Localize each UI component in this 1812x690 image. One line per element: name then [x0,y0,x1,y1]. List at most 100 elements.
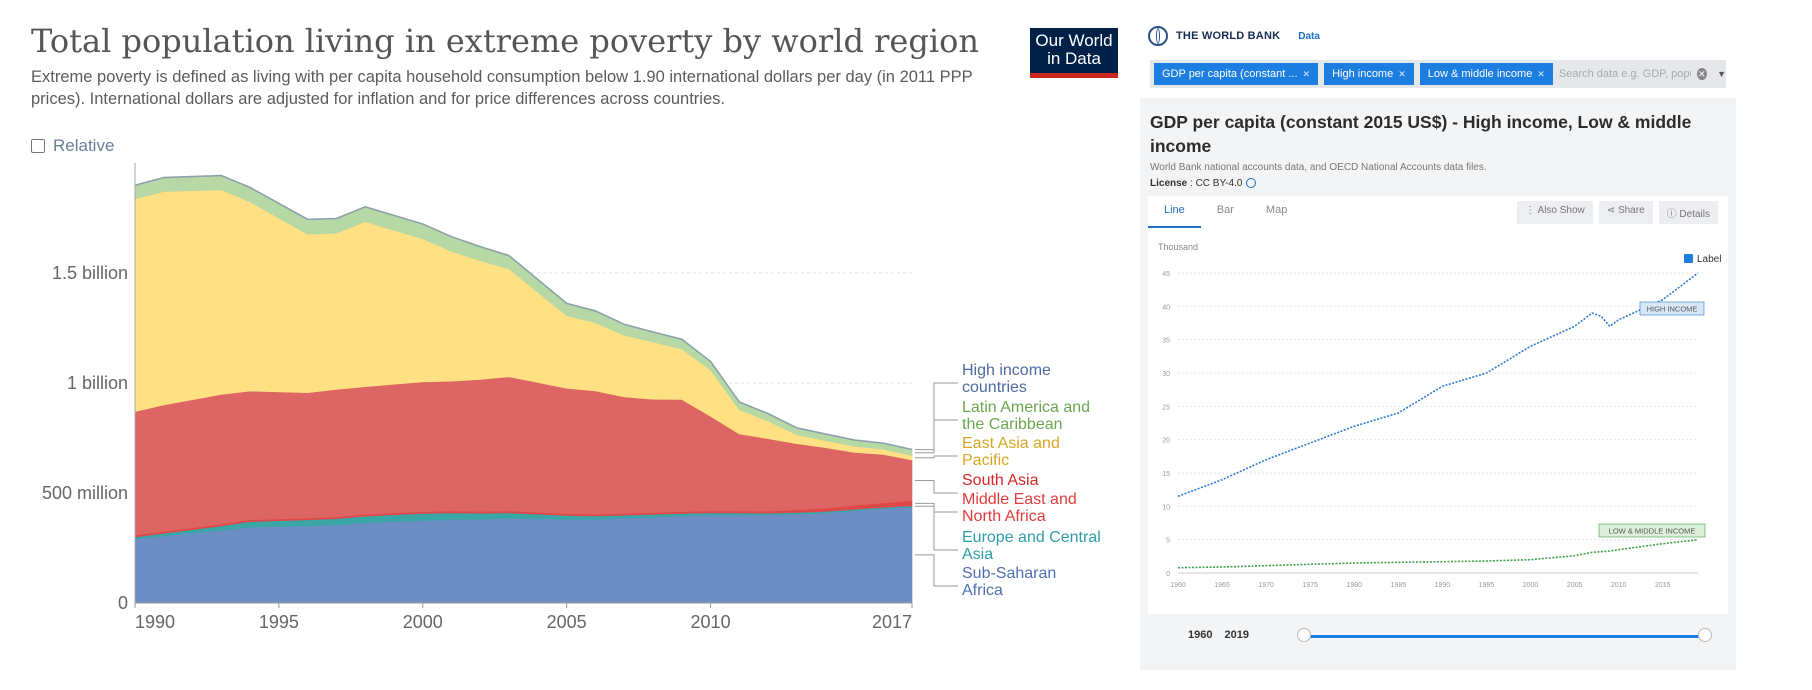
owid-logo[interactable]: Our World in Data [1030,28,1118,78]
y-tick-label: 1.5 billion [52,263,128,283]
tab-bar[interactable]: Bar [1216,204,1234,216]
x-tick-label: 1965 [1214,582,1230,589]
x-tick-label: 2000 [1523,582,1539,589]
chart-title: Total population living in extreme pover… [31,22,979,60]
y-tick-label: 30 [1162,371,1170,378]
remove-chip-icon[interactable]: ✕ [1537,69,1545,79]
chart-card: Line Bar Map ⋮ Also Show ⋖ Share ⓘ Detai… [1148,196,1728,661]
y-tick-label: 40 [1162,304,1170,311]
y-tick-label: 45 [1162,271,1170,278]
chip-indicator[interactable]: GDP per capita (constant ... ✕ [1154,63,1319,85]
x-tick-label: 2010 [691,612,731,632]
slider-handle-start[interactable] [1297,628,1311,642]
relative-toggle[interactable]: Relative [31,136,114,156]
remove-chip-icon[interactable]: ✕ [1302,69,1311,79]
legend-label[interactable]: South Asia [962,472,1039,489]
y-tick-label: 500 million [42,483,128,503]
legend-leader-line [915,502,958,513]
owid-chart-panel: Total population living in extreme pover… [31,22,1118,632]
legend-label[interactable]: High income countries [962,362,1051,396]
worldbank-brand[interactable]: THE WORLD BANK [1176,30,1281,42]
legend-leader-line [915,382,958,451]
x-tick-label: 2010 [1611,582,1627,589]
x-tick-label: 2005 [547,612,587,632]
legend-label[interactable]: East Asia and Pacific [962,435,1060,469]
slider-end-year: 2019 [1224,629,1249,641]
y-tick-label: 35 [1162,338,1170,345]
globe-icon [1148,26,1168,46]
slider-years: 1960 2019 [1188,629,1261,641]
chevron-down-icon[interactable]: ▼ [1717,69,1726,79]
x-tick-label: 1970 [1258,582,1274,589]
also-show-button[interactable]: ⋮ Also Show [1517,201,1593,224]
legend-label[interactable]: Middle East and North Africa [962,491,1077,525]
search-bar[interactable]: GDP per capita (constant ... ✕ High incom… [1150,60,1726,88]
x-tick-label: 1960 [1170,582,1186,589]
chip-low-middle-income[interactable]: Low & middle income ✕ [1419,63,1553,85]
chip-label: GDP per capita (constant ... [1162,68,1298,80]
logo-line-2: in Data [1047,49,1101,68]
clear-search-icon[interactable]: ✕ [1696,68,1708,80]
x-tick-label: 1990 [1435,582,1451,589]
x-tick-label: 1985 [1391,582,1407,589]
slider-track[interactable] [1303,635,1705,638]
top-outline [134,174,913,451]
legend-leader-line [915,554,958,587]
y-tick-label: 10 [1162,504,1170,511]
chart-subtitle: Extreme poverty is defined as living wit… [31,68,973,108]
remove-chip-icon[interactable]: ✕ [1398,69,1406,79]
chart-tabs: Line Bar Map [1148,196,1303,228]
slider-start-year: 1960 [1188,629,1213,641]
line-high-income[interactable] [1177,272,1699,498]
x-tick-label: 1975 [1302,582,1318,589]
legend-label[interactable]: Latin America and the Caribbean [962,399,1090,433]
legend-label[interactable]: Sub-Saharan Africa [962,565,1056,599]
series-label: HIGH INCOME [1647,305,1698,314]
relative-checkbox[interactable] [31,139,45,153]
x-tick-label: 1995 [1479,582,1495,589]
share-label: Share [1617,205,1645,216]
x-tick-label: 2000 [403,612,443,632]
legend-leader-line [915,479,958,494]
chip-label: Low & middle income [1427,68,1533,80]
tab-line[interactable]: Line [1148,196,1201,228]
tab-map[interactable]: Map [1265,204,1288,216]
details-label: Details [1679,209,1710,220]
x-tick-label: 2017 [872,612,912,632]
label-checkbox[interactable] [1684,254,1693,263]
license-value[interactable]: : CC BY-4.0 [1190,178,1243,189]
logo-line-1: Our World [1035,31,1113,50]
line-low-middle-income[interactable] [1177,538,1699,569]
share-button[interactable]: ⋖ Share [1598,201,1653,224]
series-label-box [1598,523,1706,538]
details-button[interactable]: ⓘ Details [1658,201,1718,224]
license-label: License [1150,178,1188,189]
info-icon[interactable] [1246,178,1257,189]
x-tick-label: 1990 [135,612,175,632]
chart-tools: ⋮ Also Show ⋖ Share ⓘ Details [1517,201,1718,224]
slider-handle-end[interactable] [1698,628,1712,642]
data-link[interactable]: Data [1298,30,1320,42]
y-tick-label: 5 [1166,538,1170,545]
y-tick-label: 0 [118,593,128,613]
y-unit-label: Thousand [1158,242,1198,252]
x-tick-label: 1980 [1346,582,1362,589]
y-tick-label: 1 billion [67,373,128,393]
chip-high-income[interactable]: High income ✕ [1324,63,1414,85]
legend-label[interactable]: Europe and Central Asia [962,529,1101,563]
indicator-title: GDP per capita (constant 2015 US$) - Hig… [1150,112,1692,156]
series-label-box [1639,301,1705,316]
search-input[interactable]: Search data e.g. GDP, populati [1558,68,1691,80]
y-tick-label: 15 [1162,471,1170,478]
chip-label: High income [1332,68,1394,80]
source-text: World Bank national accounts data, and O… [1150,162,1487,173]
legend-leader-line [915,419,958,454]
x-tick-label: 2015 [1655,582,1671,589]
gdp-line-chart: Thousand Label 0 5 10 15 20 25 30 35 40 45 1960 1965 1… [1158,242,1721,589]
year-range-slider[interactable]: 1960 2019 [1148,614,1728,661]
worldbank-header: THE WORLD BANK Data [1148,26,1320,46]
legend-leader-line [915,455,958,459]
y-tick-label: 25 [1162,404,1170,411]
series-label: LOW & MIDDLE INCOME [1609,527,1696,536]
legend-leader-line [915,505,958,551]
